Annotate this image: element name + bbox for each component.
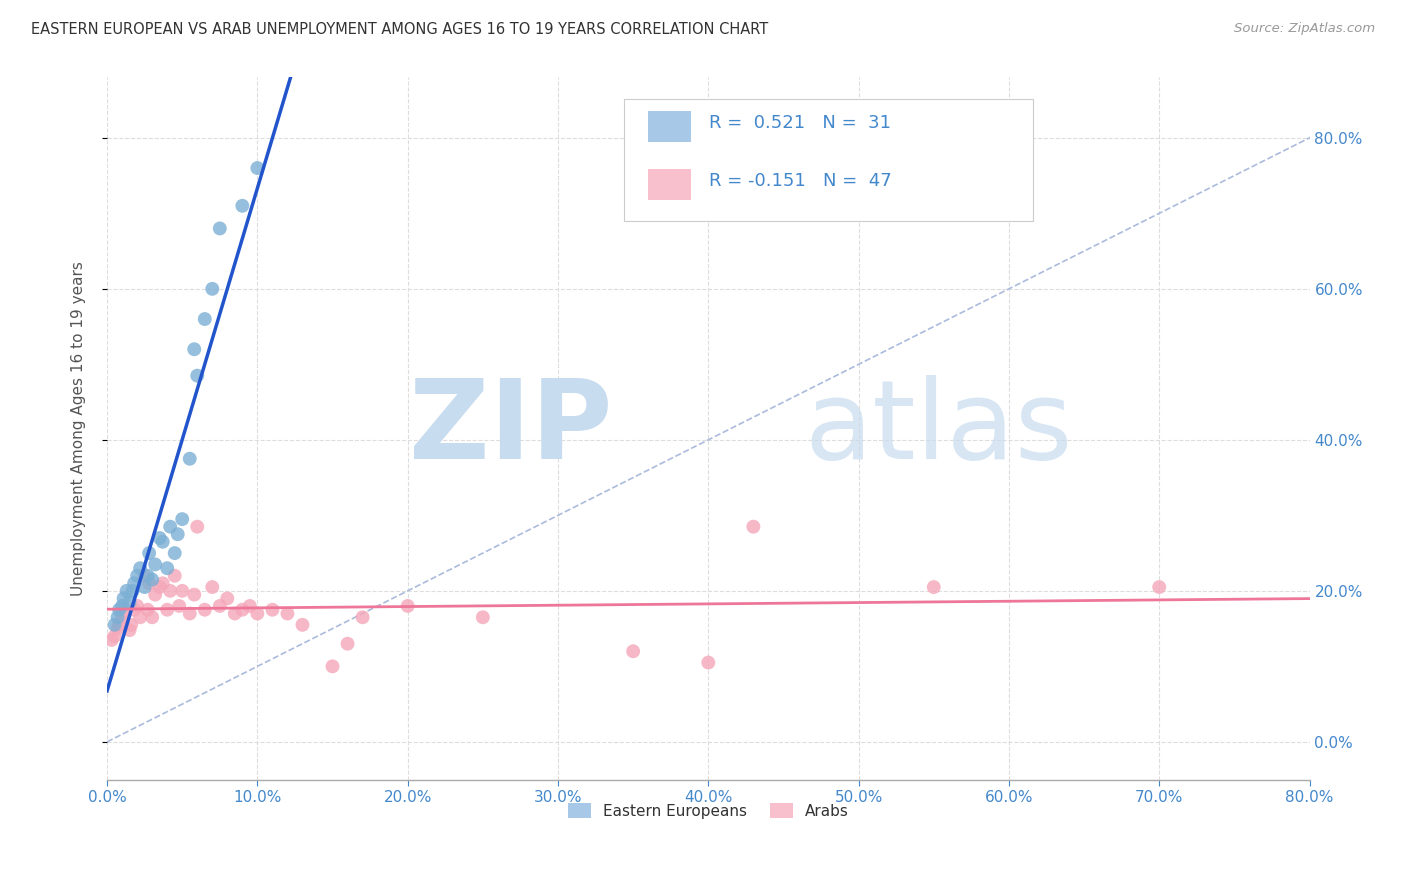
- Point: [127, 599, 149, 613]
- Point: [141, 573, 163, 587]
- Point: [621, 644, 644, 658]
- Point: [183, 588, 205, 602]
- Point: [208, 221, 231, 235]
- Point: [115, 583, 138, 598]
- Point: [291, 617, 314, 632]
- Point: [118, 623, 141, 637]
- Point: [138, 576, 160, 591]
- Point: [201, 580, 224, 594]
- Point: [208, 599, 231, 613]
- Point: [152, 534, 174, 549]
- Point: [179, 451, 201, 466]
- Point: [103, 629, 125, 643]
- Point: [246, 607, 269, 621]
- Point: [114, 607, 136, 621]
- FancyBboxPatch shape: [648, 111, 692, 143]
- Point: [127, 568, 149, 582]
- Point: [163, 568, 186, 582]
- Point: [149, 580, 172, 594]
- Point: [122, 603, 145, 617]
- Y-axis label: Unemployment Among Ages 16 to 19 years: Unemployment Among Ages 16 to 19 years: [72, 261, 86, 596]
- Point: [1147, 580, 1170, 594]
- Point: [141, 610, 163, 624]
- Point: [186, 368, 208, 383]
- Text: atlas: atlas: [804, 375, 1073, 482]
- Point: [136, 568, 159, 582]
- Point: [166, 527, 188, 541]
- Point: [107, 622, 129, 636]
- Point: [183, 343, 205, 357]
- Point: [103, 617, 125, 632]
- Point: [396, 599, 419, 613]
- FancyBboxPatch shape: [624, 98, 1033, 221]
- Point: [134, 568, 156, 582]
- Point: [231, 603, 253, 617]
- Point: [111, 610, 134, 624]
- Point: [100, 632, 122, 647]
- Point: [224, 607, 246, 621]
- Point: [122, 576, 145, 591]
- Text: R =  0.521   N =  31: R = 0.521 N = 31: [710, 114, 891, 132]
- Text: EASTERN EUROPEAN VS ARAB UNEMPLOYMENT AMONG AGES 16 TO 19 YEARS CORRELATION CHAR: EASTERN EUROPEAN VS ARAB UNEMPLOYMENT AM…: [31, 22, 768, 37]
- Point: [276, 607, 298, 621]
- Point: [231, 199, 253, 213]
- Point: [246, 161, 269, 175]
- Point: [138, 546, 160, 560]
- Point: [107, 610, 129, 624]
- Point: [120, 617, 142, 632]
- Point: [742, 519, 765, 533]
- Point: [336, 637, 359, 651]
- Point: [108, 617, 131, 632]
- Point: [201, 282, 224, 296]
- Text: R = -0.151   N =  47: R = -0.151 N = 47: [710, 172, 893, 190]
- Point: [352, 610, 374, 624]
- Point: [121, 583, 143, 598]
- Point: [111, 599, 134, 613]
- Point: [697, 656, 720, 670]
- Point: [186, 519, 208, 533]
- Point: [118, 595, 141, 609]
- Point: [194, 603, 217, 617]
- Text: Source: ZipAtlas.com: Source: ZipAtlas.com: [1234, 22, 1375, 36]
- Point: [163, 546, 186, 560]
- Point: [129, 561, 152, 575]
- Point: [159, 519, 181, 533]
- Point: [262, 603, 284, 617]
- Point: [471, 610, 494, 624]
- Point: [136, 603, 159, 617]
- Point: [179, 607, 201, 621]
- Point: [156, 603, 179, 617]
- Point: [108, 603, 131, 617]
- FancyBboxPatch shape: [648, 169, 692, 200]
- Point: [129, 610, 152, 624]
- Legend: Eastern Europeans, Arabs: Eastern Europeans, Arabs: [561, 797, 855, 824]
- Point: [194, 312, 217, 326]
- Point: [134, 580, 156, 594]
- Point: [322, 659, 344, 673]
- Point: [172, 583, 194, 598]
- Point: [239, 599, 262, 613]
- Point: [152, 576, 174, 591]
- Point: [159, 583, 181, 598]
- Point: [143, 558, 166, 572]
- Point: [172, 512, 194, 526]
- Point: [167, 599, 190, 613]
- Point: [143, 588, 166, 602]
- Point: [112, 591, 135, 606]
- Point: [217, 591, 239, 606]
- Point: [156, 561, 179, 575]
- Text: ZIP: ZIP: [409, 375, 612, 482]
- Point: [922, 580, 945, 594]
- Point: [149, 531, 172, 545]
